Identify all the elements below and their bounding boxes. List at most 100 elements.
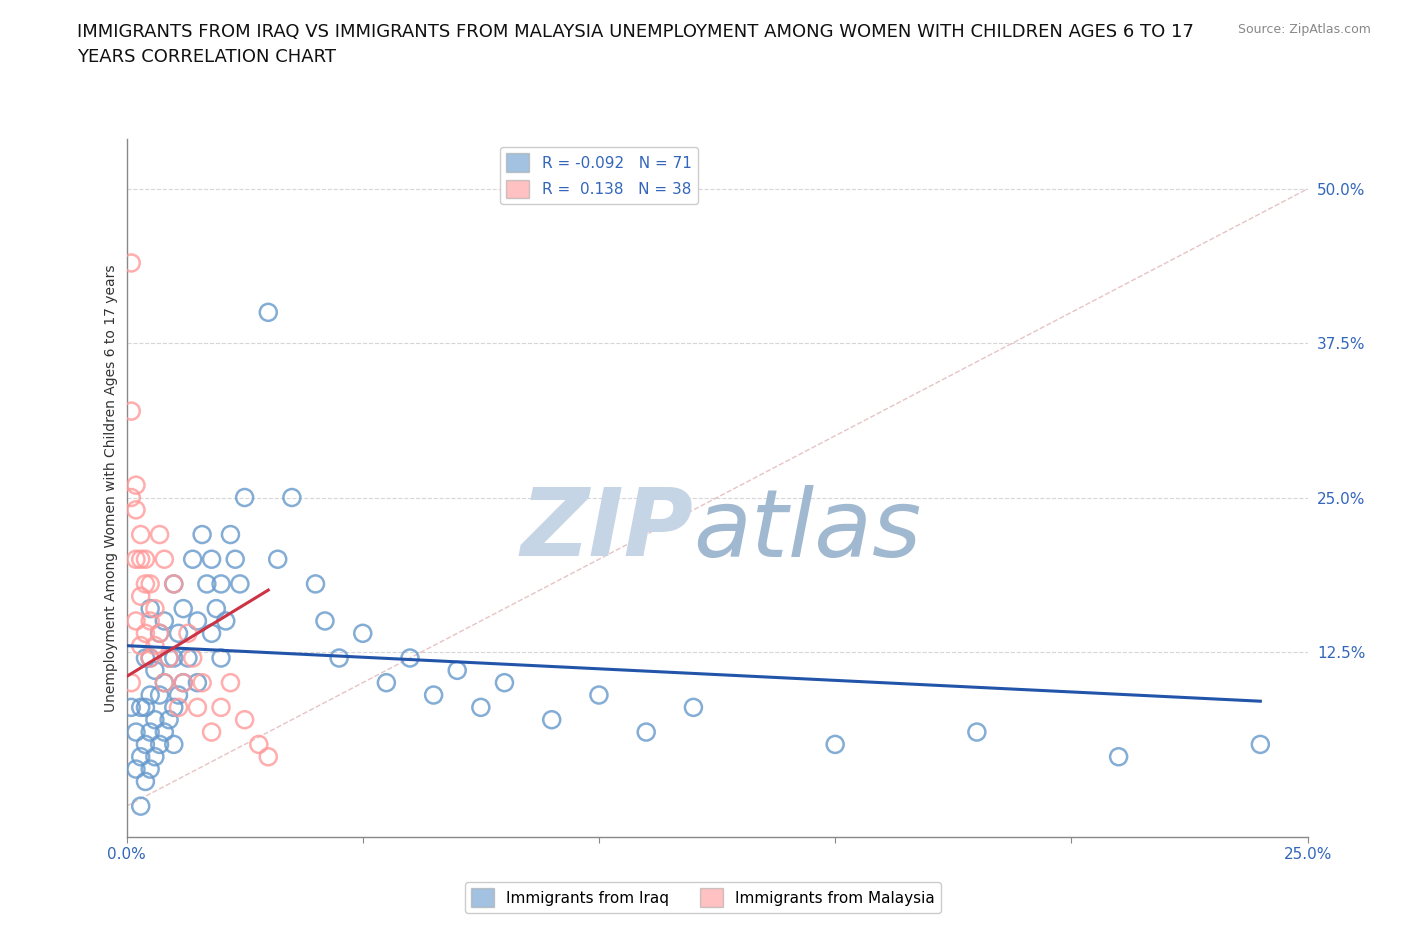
Point <box>191 527 214 542</box>
Point <box>134 551 156 566</box>
Point <box>247 737 270 751</box>
Point <box>304 577 326 591</box>
Point <box>139 724 162 739</box>
Point <box>186 675 208 690</box>
Point <box>153 551 176 566</box>
Point <box>200 724 222 739</box>
Point <box>143 638 166 653</box>
Point <box>143 663 166 678</box>
Point <box>352 626 374 641</box>
Point <box>139 651 162 666</box>
Point <box>540 712 562 727</box>
Point <box>149 737 172 751</box>
Point <box>143 601 166 616</box>
Point <box>1249 737 1271 751</box>
Point <box>636 724 658 739</box>
Point <box>139 687 162 702</box>
Point <box>209 577 232 591</box>
Point <box>219 527 242 542</box>
Point <box>177 626 200 641</box>
Point <box>470 700 492 715</box>
Point <box>157 651 180 666</box>
Point <box>134 651 156 666</box>
Point <box>224 551 246 566</box>
Point <box>125 614 148 629</box>
Point <box>163 737 186 751</box>
Point <box>186 614 208 629</box>
Point <box>157 651 180 666</box>
Point <box>229 577 252 591</box>
Point <box>120 256 142 271</box>
Point <box>163 577 186 591</box>
Point <box>167 687 190 702</box>
Point <box>172 675 194 690</box>
Point <box>215 614 238 629</box>
Point <box>125 502 148 517</box>
Point <box>153 614 176 629</box>
Point <box>139 651 162 666</box>
Point <box>129 700 152 715</box>
Text: IMMIGRANTS FROM IRAQ VS IMMIGRANTS FROM MALAYSIA UNEMPLOYMENT AMONG WOMEN WITH C: IMMIGRANTS FROM IRAQ VS IMMIGRANTS FROM … <box>77 23 1194 66</box>
Point <box>824 737 846 751</box>
Point <box>167 700 190 715</box>
Point <box>153 675 176 690</box>
Point <box>153 724 176 739</box>
Text: ZIP: ZIP <box>520 485 693 576</box>
Point <box>139 577 162 591</box>
Point <box>375 675 398 690</box>
Point <box>1108 750 1130 764</box>
Point <box>200 551 222 566</box>
Point <box>134 626 156 641</box>
Point <box>328 651 350 666</box>
Point <box>149 687 172 702</box>
Point <box>181 551 204 566</box>
Point <box>233 712 256 727</box>
Point <box>149 527 172 542</box>
Point <box>257 305 280 320</box>
Point <box>219 675 242 690</box>
Point <box>120 700 142 715</box>
Point <box>966 724 988 739</box>
Point <box>267 551 290 566</box>
Point <box>129 589 152 604</box>
Point <box>134 577 156 591</box>
Point <box>200 626 222 641</box>
Point <box>205 601 228 616</box>
Point <box>588 687 610 702</box>
Point <box>139 762 162 777</box>
Point <box>181 651 204 666</box>
Point <box>233 490 256 505</box>
Point <box>682 700 704 715</box>
Point <box>125 551 148 566</box>
Point <box>153 675 176 690</box>
Point <box>129 799 152 814</box>
Point <box>139 614 162 629</box>
Point <box>149 626 172 641</box>
Point <box>139 601 162 616</box>
Point <box>120 404 142 418</box>
Point <box>281 490 304 505</box>
Point <box>129 638 152 653</box>
Point <box>134 737 156 751</box>
Point <box>163 700 186 715</box>
Point <box>120 675 142 690</box>
Text: Source: ZipAtlas.com: Source: ZipAtlas.com <box>1237 23 1371 36</box>
Point <box>494 675 516 690</box>
Legend: R = -0.092   N = 71, R =  0.138   N = 38: R = -0.092 N = 71, R = 0.138 N = 38 <box>501 147 697 205</box>
Point <box>125 762 148 777</box>
Point <box>172 601 194 616</box>
Point <box>209 700 232 715</box>
Point <box>134 700 156 715</box>
Point <box>195 577 218 591</box>
Point <box>172 675 194 690</box>
Point <box>149 626 172 641</box>
Point <box>191 675 214 690</box>
Point <box>129 551 152 566</box>
Point <box>129 527 152 542</box>
Point <box>120 490 142 505</box>
Point <box>446 663 468 678</box>
Y-axis label: Unemployment Among Women with Children Ages 6 to 17 years: Unemployment Among Women with Children A… <box>104 264 118 712</box>
Point <box>163 577 186 591</box>
Point <box>157 712 180 727</box>
Legend: Immigrants from Iraq, Immigrants from Malaysia: Immigrants from Iraq, Immigrants from Ma… <box>465 883 941 913</box>
